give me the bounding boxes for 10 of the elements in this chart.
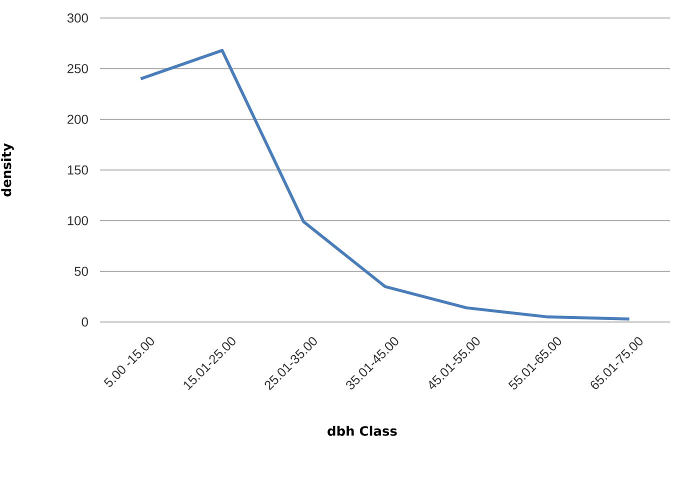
x-axis-title: dbh Class <box>328 426 397 436</box>
y-tick-label: 300 <box>67 13 88 23</box>
y-tick-label: 0 <box>82 317 88 327</box>
y-tick-label: 200 <box>68 114 88 124</box>
y-tick-label: 150 <box>68 165 88 175</box>
y-tick-label: 50 <box>74 266 88 276</box>
y-axis-title: density <box>1 143 14 196</box>
line-series <box>139 48 631 320</box>
y-tick-label: 250 <box>68 64 88 74</box>
y-tick-label: 100 <box>68 216 88 226</box>
